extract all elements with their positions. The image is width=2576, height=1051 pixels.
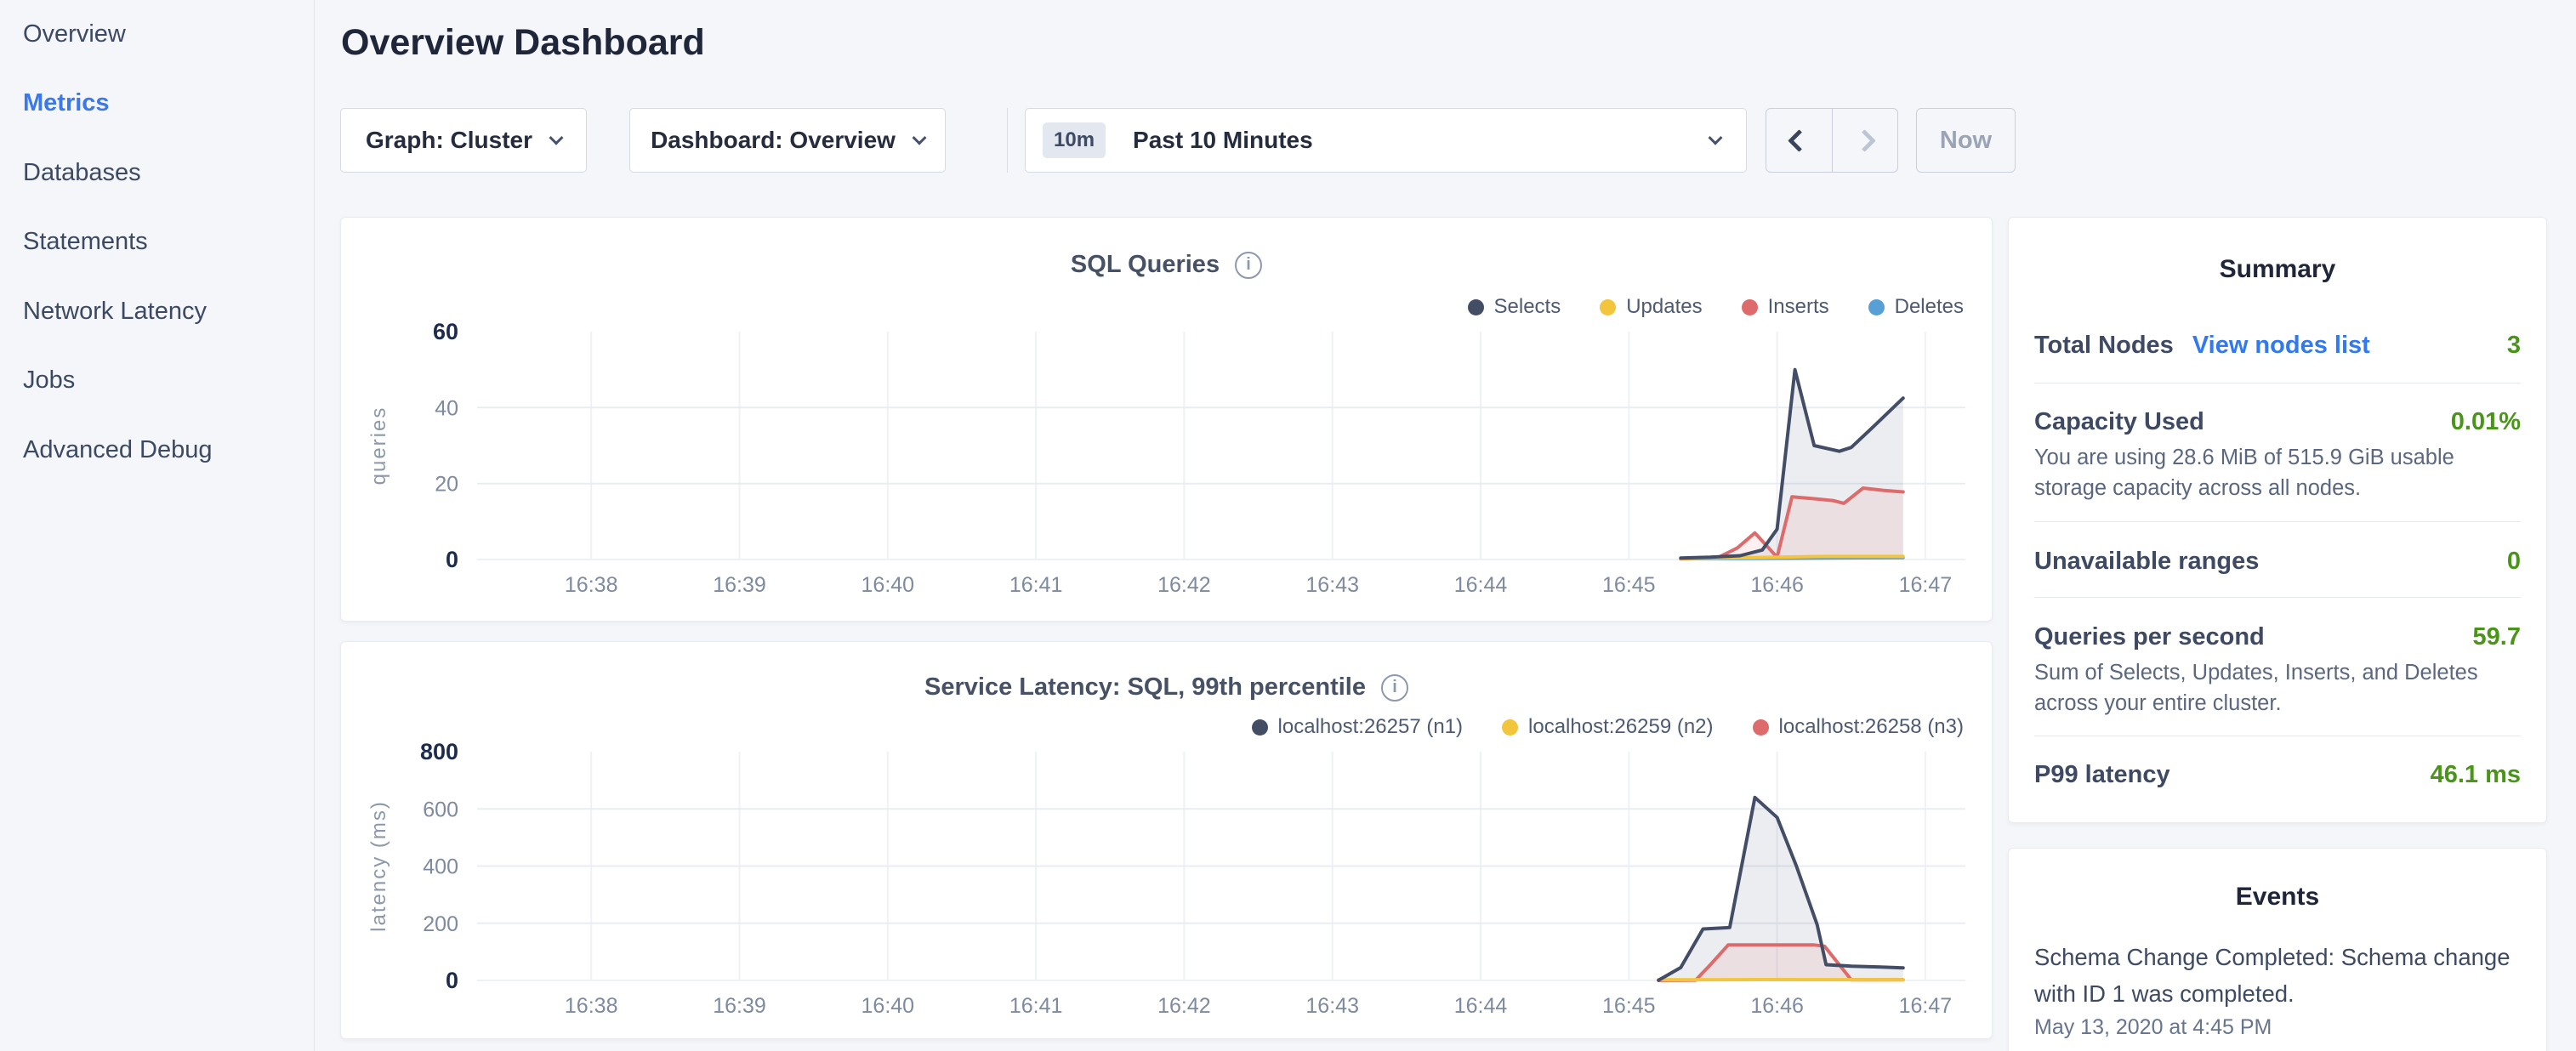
now-button[interactable]: Now <box>1916 108 2016 173</box>
sidebar-item-statements[interactable]: Statements <box>23 224 148 258</box>
svg-text:16:47: 16:47 <box>1899 573 1953 597</box>
svg-text:16:46: 16:46 <box>1750 994 1804 1018</box>
sidebar-item-advanced-debug[interactable]: Advanced Debug <box>23 433 213 467</box>
sql-queries-chart-card: SQL Queries i SelectsUpdatesInsertsDelet… <box>340 217 1993 622</box>
svg-text:16:38: 16:38 <box>565 573 618 597</box>
sidebar-item-metrics[interactable]: Metrics <box>23 86 110 120</box>
summary-value: 0.01% <box>2451 408 2521 436</box>
sidebar-item-overview[interactable]: Overview <box>23 17 126 51</box>
chevron-down-icon <box>549 131 564 145</box>
svg-text:16:44: 16:44 <box>1454 994 1508 1018</box>
graph-scope-dropdown[interactable]: Graph: Cluster <box>340 108 587 173</box>
svg-text:16:42: 16:42 <box>1157 994 1211 1018</box>
service-latency-plot[interactable]: 16:38 16:39 16:40 16:41 16:42 16:43 16:44 16:45… <box>341 642 1993 1040</box>
dashboard-dropdown[interactable]: Dashboard: Overview <box>629 108 946 173</box>
svg-text:16:39: 16:39 <box>713 573 766 597</box>
svg-text:40: 40 <box>435 396 458 420</box>
events-title: Events <box>2009 883 2546 912</box>
time-step-back-button[interactable] <box>1766 109 1833 172</box>
svg-text:16:41: 16:41 <box>1009 994 1063 1018</box>
svg-text:0: 0 <box>446 968 458 993</box>
graph-scope-label: Graph: Cluster <box>366 127 532 154</box>
divider <box>2034 597 2521 598</box>
page-title: Overview Dashboard <box>341 22 705 64</box>
sidebar-item-databases[interactable]: Databases <box>23 156 141 190</box>
summary-label: Total Nodes <box>2034 332 2174 359</box>
chevron-right-icon <box>1853 129 1876 152</box>
summary-row-capacity-used: Capacity Used 0.01% <box>2034 403 2521 440</box>
summary-description: Sum of Selects, Updates, Inserts, and De… <box>2034 657 2524 719</box>
svg-text:queries: queries <box>367 406 390 486</box>
svg-text:16:41: 16:41 <box>1009 573 1063 597</box>
svg-text:16:46: 16:46 <box>1750 573 1804 597</box>
summary-label: Queries per second <box>2034 623 2265 651</box>
view-nodes-list-link[interactable]: View nodes list <box>2192 332 2370 359</box>
summary-value: 0 <box>2507 548 2521 576</box>
svg-text:400: 400 <box>423 855 458 879</box>
summary-label: Capacity Used <box>2034 408 2204 436</box>
service-latency-chart-card: Service Latency: SQL, 99th percentile i … <box>340 641 1993 1039</box>
svg-text:0: 0 <box>446 547 458 572</box>
svg-text:16:44: 16:44 <box>1454 573 1508 597</box>
svg-text:20: 20 <box>435 473 458 497</box>
summary-row-total-nodes: Total Nodes View nodes list 3 <box>2034 327 2521 364</box>
time-step-forward-button[interactable] <box>1833 109 1898 172</box>
svg-text:16:47: 16:47 <box>1899 994 1953 1018</box>
summary-description: You are using 28.6 MiB of 515.9 GiB usab… <box>2034 442 2524 503</box>
sidebar-item-jobs[interactable]: Jobs <box>23 363 75 397</box>
toolbar-divider <box>1007 108 1008 173</box>
dashboard-label: Dashboard: Overview <box>651 127 896 154</box>
svg-text:16:43: 16:43 <box>1305 573 1359 597</box>
chevron-down-icon <box>912 131 926 145</box>
svg-text:16:45: 16:45 <box>1602 994 1656 1018</box>
svg-text:latency (ms): latency (ms) <box>367 800 390 932</box>
summary-value: 59.7 <box>2473 623 2521 651</box>
time-range-label: Past 10 Minutes <box>1133 127 1313 154</box>
event-timestamp: May 13, 2020 at 4:45 PM <box>2034 1015 2524 1040</box>
svg-text:600: 600 <box>423 798 458 821</box>
time-range-dropdown[interactable]: 10m Past 10 Minutes <box>1025 108 1747 173</box>
events-panel: Events Schema Change Completed: Schema c… <box>2008 848 2547 1051</box>
svg-text:800: 800 <box>420 739 458 764</box>
summary-title: Summary <box>2009 255 2546 284</box>
summary-label: P99 latency <box>2034 761 2170 789</box>
svg-text:16:40: 16:40 <box>862 573 915 597</box>
summary-row-p99-latency: P99 latency 46.1 ms <box>2034 756 2521 793</box>
summary-panel: Summary Total Nodes View nodes list 3 Cap… <box>2008 217 2547 823</box>
summary-row-unavailable-ranges: Unavailable ranges 0 <box>2034 543 2521 580</box>
svg-text:16:42: 16:42 <box>1157 573 1211 597</box>
sidebar: Overview Metrics Databases Statements Ne… <box>0 0 315 1051</box>
svg-text:16:39: 16:39 <box>713 994 766 1018</box>
svg-text:16:38: 16:38 <box>565 994 618 1018</box>
summary-label: Unavailable ranges <box>2034 548 2259 576</box>
svg-text:16:40: 16:40 <box>862 994 915 1018</box>
app-window: Overview Metrics Databases Statements Ne… <box>0 0 2576 1051</box>
svg-text:60: 60 <box>433 319 458 344</box>
sql-queries-plot[interactable]: 16:38 16:39 16:40 16:41 16:42 16:43 16:44 16:45… <box>341 218 1993 622</box>
chevron-left-icon <box>1788 129 1811 152</box>
divider <box>2034 521 2521 522</box>
time-range-badge: 10m <box>1043 122 1106 158</box>
svg-text:200: 200 <box>423 912 458 936</box>
chevron-down-icon <box>1709 131 1723 145</box>
summary-value: 46.1 ms <box>2431 761 2521 789</box>
svg-text:16:45: 16:45 <box>1602 573 1656 597</box>
svg-text:16:43: 16:43 <box>1305 994 1359 1018</box>
summary-value: 3 <box>2507 332 2521 360</box>
event-message[interactable]: Schema Change Completed: Schema change w… <box>2034 939 2524 1012</box>
summary-row-queries-per-second: Queries per second 59.7 <box>2034 618 2521 656</box>
time-step-buttons <box>1766 108 1898 173</box>
sidebar-item-network-latency[interactable]: Network Latency <box>23 294 207 328</box>
